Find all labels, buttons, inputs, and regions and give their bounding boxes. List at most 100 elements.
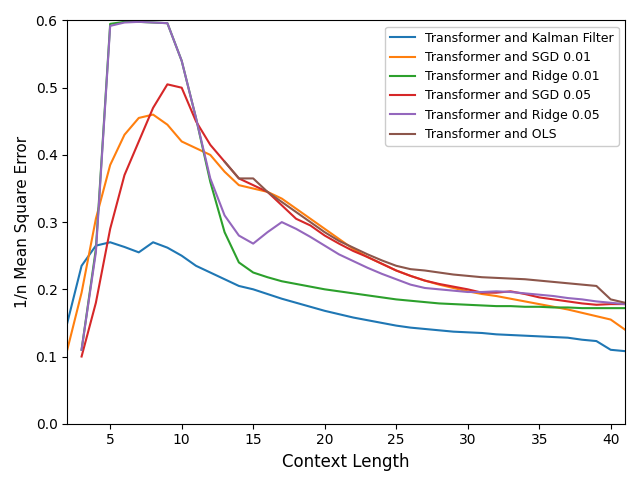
Transformer and SGD 0.01 — [607, 317, 614, 323]
Transformer and SGD 0.01 — [63, 347, 71, 353]
Transformer and Ridge 0.05 — [221, 212, 228, 218]
Transformer and Ridge 0.01 — [364, 293, 371, 298]
Transformer and Kalman Filter — [478, 330, 486, 336]
Transformer and SGD 0.05 — [421, 278, 429, 283]
Transformer and SGD 0.05 — [406, 273, 414, 279]
Transformer and Ridge 0.05 — [364, 265, 371, 271]
Transformer and SGD 0.05 — [507, 288, 515, 294]
Transformer and SGD 0.01 — [478, 291, 486, 297]
Transformer and Kalman Filter — [335, 311, 343, 317]
Transformer and OLS — [235, 175, 243, 181]
Transformer and SGD 0.01 — [435, 282, 443, 288]
Transformer and SGD 0.01 — [164, 122, 172, 128]
Transformer and Ridge 0.05 — [121, 19, 129, 25]
Transformer and Ridge 0.01 — [250, 270, 257, 276]
Transformer and Ridge 0.05 — [406, 282, 414, 288]
Line: Transformer and SGD 0.01: Transformer and SGD 0.01 — [67, 115, 625, 350]
Transformer and Ridge 0.01 — [292, 281, 300, 287]
Line: Transformer and Ridge 0.05: Transformer and Ridge 0.05 — [81, 22, 625, 350]
Transformer and Ridge 0.01 — [149, 19, 157, 25]
Transformer and OLS — [535, 278, 543, 283]
Transformer and SGD 0.05 — [192, 119, 200, 124]
Transformer and OLS — [221, 159, 228, 165]
Transformer and Kalman Filter — [392, 323, 400, 329]
Transformer and Kalman Filter — [121, 244, 129, 250]
Transformer and OLS — [349, 245, 357, 251]
Transformer and Ridge 0.01 — [478, 302, 486, 308]
Transformer and SGD 0.05 — [221, 159, 228, 165]
Transformer and OLS — [406, 266, 414, 272]
Transformer and Ridge 0.01 — [278, 278, 285, 284]
Transformer and SGD 0.05 — [264, 189, 271, 195]
Transformer and SGD 0.05 — [149, 105, 157, 111]
Transformer and Ridge 0.01 — [378, 295, 386, 300]
Transformer and Ridge 0.05 — [378, 271, 386, 277]
Transformer and SGD 0.05 — [464, 286, 472, 292]
Transformer and Ridge 0.01 — [435, 300, 443, 306]
Transformer and SGD 0.01 — [106, 162, 114, 168]
Transformer and SGD 0.05 — [607, 301, 614, 307]
Transformer and OLS — [521, 277, 529, 282]
Transformer and Kalman Filter — [292, 300, 300, 306]
Transformer and Ridge 0.05 — [564, 295, 572, 301]
Transformer and Ridge 0.01 — [593, 305, 600, 311]
Transformer and Ridge 0.05 — [521, 291, 529, 296]
Transformer and OLS — [250, 175, 257, 181]
Transformer and Ridge 0.05 — [535, 292, 543, 297]
Transformer and SGD 0.01 — [464, 288, 472, 294]
Transformer and Ridge 0.01 — [192, 115, 200, 121]
Transformer and Ridge 0.01 — [492, 303, 500, 309]
Transformer and Kalman Filter — [406, 325, 414, 330]
Transformer and Ridge 0.05 — [164, 20, 172, 26]
Transformer and OLS — [621, 300, 629, 306]
Transformer and SGD 0.01 — [135, 115, 143, 121]
Transformer and SGD 0.01 — [421, 278, 429, 283]
Transformer and Kalman Filter — [63, 320, 71, 326]
Transformer and SGD 0.05 — [435, 281, 443, 287]
Transformer and OLS — [392, 263, 400, 269]
Transformer and SGD 0.01 — [192, 145, 200, 151]
Transformer and OLS — [550, 279, 557, 285]
Transformer and OLS — [307, 219, 314, 225]
Transformer and Ridge 0.05 — [492, 288, 500, 294]
Transformer and Kalman Filter — [521, 333, 529, 339]
Transformer and Kalman Filter — [307, 304, 314, 310]
Transformer and OLS — [579, 282, 586, 288]
Transformer and Kalman Filter — [550, 334, 557, 340]
Transformer and Kalman Filter — [492, 331, 500, 337]
Transformer and Kalman Filter — [106, 240, 114, 245]
Transformer and OLS — [464, 273, 472, 279]
Transformer and SGD 0.05 — [564, 298, 572, 304]
Transformer and Ridge 0.01 — [464, 302, 472, 308]
Transformer and Ridge 0.05 — [307, 234, 314, 240]
Transformer and Ridge 0.05 — [235, 233, 243, 239]
Transformer and SGD 0.01 — [449, 285, 457, 291]
Transformer and SGD 0.05 — [278, 202, 285, 208]
Transformer and Ridge 0.05 — [593, 298, 600, 304]
Transformer and Kalman Filter — [321, 308, 328, 314]
Transformer and SGD 0.01 — [550, 304, 557, 310]
Transformer and Kalman Filter — [621, 348, 629, 354]
Transformer and Ridge 0.05 — [92, 249, 100, 255]
Transformer and Kalman Filter — [449, 329, 457, 334]
Y-axis label: 1/n Mean Square Error: 1/n Mean Square Error — [15, 136, 30, 308]
Transformer and SGD 0.01 — [321, 226, 328, 232]
Transformer and SGD 0.05 — [364, 254, 371, 260]
Transformer and Kalman Filter — [378, 320, 386, 326]
Transformer and SGD 0.01 — [406, 273, 414, 279]
Transformer and SGD 0.05 — [621, 301, 629, 307]
Transformer and SGD 0.05 — [164, 82, 172, 87]
Transformer and SGD 0.05 — [207, 142, 214, 148]
Transformer and Ridge 0.01 — [621, 305, 629, 311]
Transformer and SGD 0.05 — [307, 223, 314, 228]
Transformer and Ridge 0.01 — [321, 286, 328, 292]
Transformer and Ridge 0.01 — [349, 291, 357, 296]
Transformer and OLS — [449, 272, 457, 278]
Transformer and Kalman Filter — [535, 333, 543, 339]
Transformer and SGD 0.05 — [550, 296, 557, 302]
Transformer and SGD 0.05 — [521, 291, 529, 297]
Transformer and OLS — [507, 276, 515, 281]
Transformer and Kalman Filter — [250, 286, 257, 292]
Transformer and Kalman Filter — [192, 263, 200, 269]
Transformer and Ridge 0.05 — [607, 300, 614, 306]
